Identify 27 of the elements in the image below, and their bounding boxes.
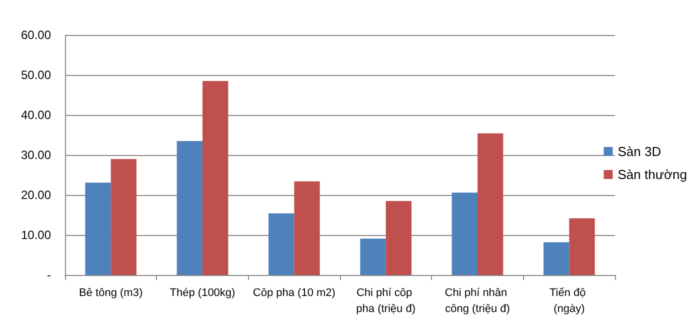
bar [452,192,478,275]
y-tick-label: 40.00 [20,108,52,122]
legend-label: Sàn 3D [618,144,662,159]
bar [544,242,570,275]
bar [176,141,202,275]
bar [569,218,595,275]
y-tick-label: 10.00 [20,228,52,242]
bar [360,238,386,275]
bar [85,182,111,275]
y-tick-label: 30.00 [20,148,52,162]
x-tick-label: Tiến độ (ngày) [549,287,589,315]
bar [268,213,294,275]
y-tick-label: 20.00 [20,188,52,202]
bar [386,201,412,275]
x-tick-label: Chi phí nhân công (triệu đ) [444,287,510,315]
bar [478,133,504,275]
bar [110,159,136,275]
y-tick-label: - [47,268,51,282]
x-tick-label: Côp pha (10 m2) [252,287,336,299]
x-tick-label: Bê tông (m3) [79,287,143,299]
legend-label: Sàn thường [618,167,688,182]
bar [202,81,228,275]
y-tick-label: 60.00 [20,28,52,42]
y-tick-label: 50.00 [20,68,52,82]
bar [294,181,320,275]
x-tick-label: Chi phí côp pha (triệu đ) [356,287,416,315]
x-tick-label: Thép (100kg) [170,287,236,299]
